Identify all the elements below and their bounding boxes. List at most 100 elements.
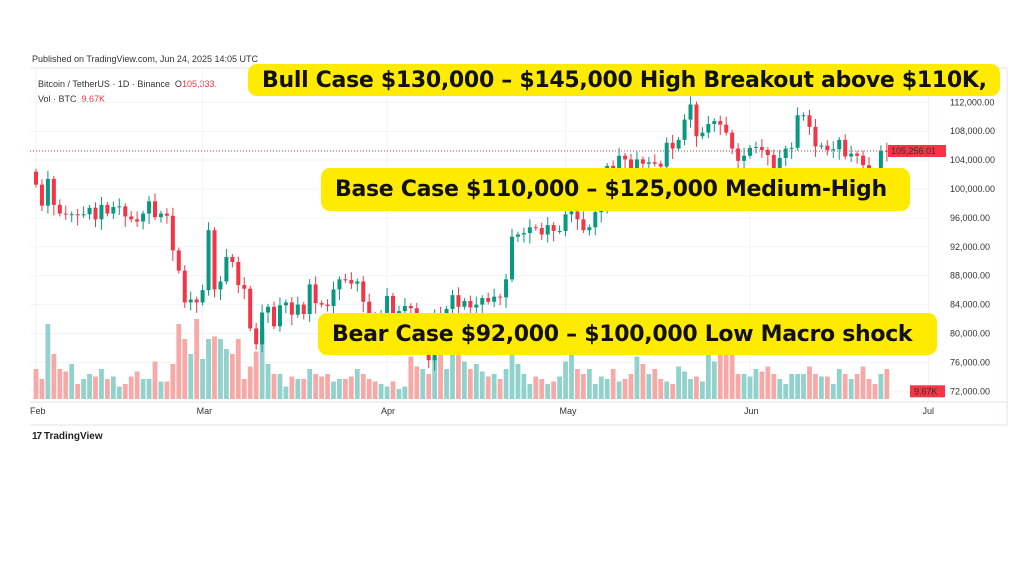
last-price-badge (888, 144, 946, 157)
candle-body (248, 288, 253, 329)
candle-body (51, 178, 56, 205)
volume-bar (866, 379, 872, 399)
candle-body (712, 121, 717, 124)
volume-bar (557, 376, 562, 399)
candle-body (45, 178, 50, 206)
volume-bar (271, 374, 277, 399)
candle-body (765, 149, 770, 156)
volume-bar (634, 356, 640, 399)
volume-bar (819, 376, 824, 399)
candle-body (504, 279, 509, 298)
y-tick-label: 96,000.00 (950, 213, 990, 223)
volume-bar (301, 379, 307, 399)
candle-body (813, 126, 818, 147)
candle-body (748, 147, 752, 156)
volume-bar (134, 371, 140, 399)
candle-body (837, 139, 842, 150)
candle-body (819, 145, 824, 147)
volume-bar (188, 354, 194, 399)
candle-body (153, 201, 157, 218)
volume-bar (729, 344, 735, 399)
volume-value: 9.67K (81, 94, 106, 104)
volume-bar (158, 381, 164, 399)
candle-body (254, 328, 259, 345)
candle-body (385, 295, 390, 316)
candle-body (194, 299, 199, 303)
x-tick-label: Jun (744, 406, 759, 416)
candle-body (611, 165, 616, 169)
candle-body (325, 304, 330, 307)
volume-bar (598, 376, 604, 399)
candle-body (587, 227, 592, 231)
candle-body (634, 159, 639, 169)
candle-body (492, 296, 497, 302)
candle-body (355, 281, 360, 284)
volume-bar (360, 374, 366, 399)
volume-bar (622, 379, 628, 399)
volume-bar (39, 379, 45, 399)
volume-bar (777, 379, 783, 399)
volume-bar (99, 369, 104, 399)
volume-bar (628, 374, 634, 399)
volume-bar (836, 369, 842, 399)
volume-bar (307, 369, 313, 399)
volume-bar (503, 369, 509, 399)
candle-body (111, 207, 116, 214)
candle-body (795, 115, 800, 148)
candle-body (81, 214, 86, 216)
volume-bar (533, 376, 539, 399)
volume-bar (390, 381, 396, 399)
candle-body (147, 201, 152, 214)
volume-bar (688, 379, 693, 399)
candle-body (283, 302, 288, 306)
candle-body (527, 227, 532, 234)
volume-bar (247, 366, 253, 399)
candle-body (551, 225, 556, 231)
volume-bar (218, 339, 223, 399)
candle-body (408, 306, 413, 309)
candle-body (521, 233, 526, 235)
candle-body (57, 204, 62, 214)
candle-body (260, 312, 265, 345)
tv-brand-text: TradingView (43, 431, 103, 442)
bear-case-annotation: Bear Case $92,000 – $100,000 Low Macro s… (318, 313, 937, 355)
tradingview-logo: 17 TradingView (32, 431, 103, 442)
volume-bar (289, 376, 295, 399)
candle-body (569, 211, 574, 215)
y-tick-label: 100,000.00 (950, 184, 995, 194)
volume-bar (200, 359, 205, 399)
published-caption: Published on TradingView.com, Jun 24, 20… (32, 54, 258, 64)
candle-body (563, 214, 568, 231)
candle-body (206, 230, 211, 291)
candle-body (456, 295, 461, 307)
volume-bar (110, 376, 116, 399)
tv-logo-icon: 17 (32, 431, 42, 442)
volume-bar (372, 381, 378, 399)
candle-body (807, 115, 812, 127)
candle-body (105, 204, 110, 214)
candle-body (230, 256, 235, 262)
candle-body (801, 115, 806, 117)
volume-bar (747, 376, 753, 399)
volume-bar (313, 374, 319, 399)
candle-body (515, 234, 520, 237)
volume-bar (563, 361, 568, 399)
candle-body (575, 211, 580, 220)
candle-body (34, 171, 38, 185)
candle-body (135, 219, 140, 222)
volume-bar (878, 374, 884, 399)
volume-bar (331, 381, 336, 399)
candle-body (759, 147, 764, 150)
volume-bar (771, 374, 777, 399)
candle-body (164, 213, 169, 216)
x-tick-label: Mar (197, 406, 213, 416)
volume-bar (551, 381, 557, 399)
volume-bar (152, 361, 158, 399)
volume-bar (509, 339, 515, 399)
candle-body (272, 306, 276, 327)
candle-body (212, 230, 217, 290)
volume-bar (735, 374, 741, 399)
candle-body (700, 132, 705, 137)
volume-bar (462, 361, 467, 399)
volume-bar (527, 384, 533, 399)
